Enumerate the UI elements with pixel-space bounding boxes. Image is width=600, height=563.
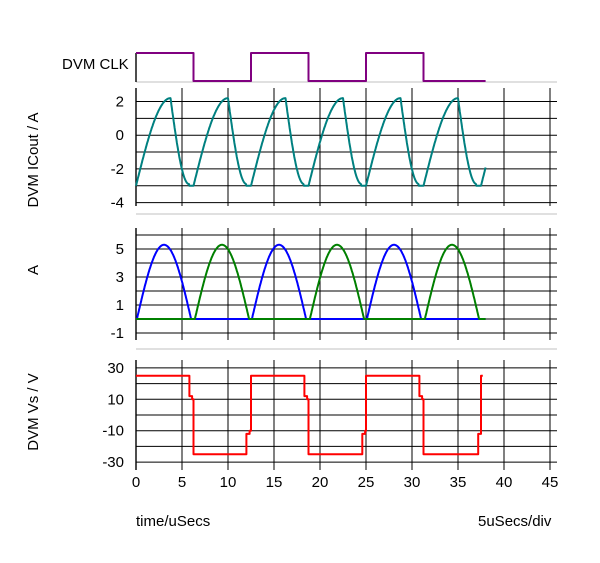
x-tick: 0 xyxy=(132,474,140,491)
panel-dvm-icout: 2 0 -2 -4 xyxy=(111,88,557,212)
x-tick: 45 xyxy=(542,474,559,491)
x-tick: 10 xyxy=(220,474,237,491)
x-tick: 5 xyxy=(178,474,186,491)
icout-y-tick: 0 xyxy=(116,127,124,144)
x-tick: 30 xyxy=(404,474,421,491)
vs-y-tick: 30 xyxy=(107,360,124,377)
currents-y-tick: 3 xyxy=(116,269,124,286)
current-trace-green xyxy=(135,243,487,320)
currents-y-tick: 1 xyxy=(116,297,124,314)
icout-y-tick: -4 xyxy=(111,195,124,212)
icout-trace xyxy=(135,97,487,187)
x-axis-label: time/uSecs xyxy=(136,513,210,530)
currents-y-label: A xyxy=(25,265,42,275)
clk-label: DVM CLK xyxy=(62,56,129,73)
panel-dvm-clk xyxy=(135,52,486,82)
icout-y-label: DVM ICout / A xyxy=(25,112,42,207)
vs-trace xyxy=(136,374,483,456)
x-tick: 20 xyxy=(312,474,329,491)
x-tick: 35 xyxy=(450,474,467,491)
icout-y-tick: -2 xyxy=(111,161,124,178)
x-tick: 40 xyxy=(496,474,513,491)
vs-y-label: DVM Vs / V xyxy=(25,373,42,451)
icout-y-tick: 2 xyxy=(116,93,124,110)
x-tick: 25 xyxy=(358,474,375,491)
vs-y-tick: -30 xyxy=(102,454,124,471)
currents-y-tick: -1 xyxy=(111,325,124,342)
vs-y-tick: 10 xyxy=(107,391,124,408)
currents-y-tick: 5 xyxy=(116,241,124,258)
clk-trace xyxy=(136,52,486,82)
x-tick: 15 xyxy=(266,474,283,491)
panel-currents: 5 3 1 -1 xyxy=(111,228,557,342)
scale-label: 5uSecs/div xyxy=(478,513,552,530)
vs-y-tick: -10 xyxy=(102,423,124,440)
panel-dvm-vs: 30 10 -10 -30 0 5 10 15 20 25 30 35 40 45 xyxy=(102,360,558,491)
